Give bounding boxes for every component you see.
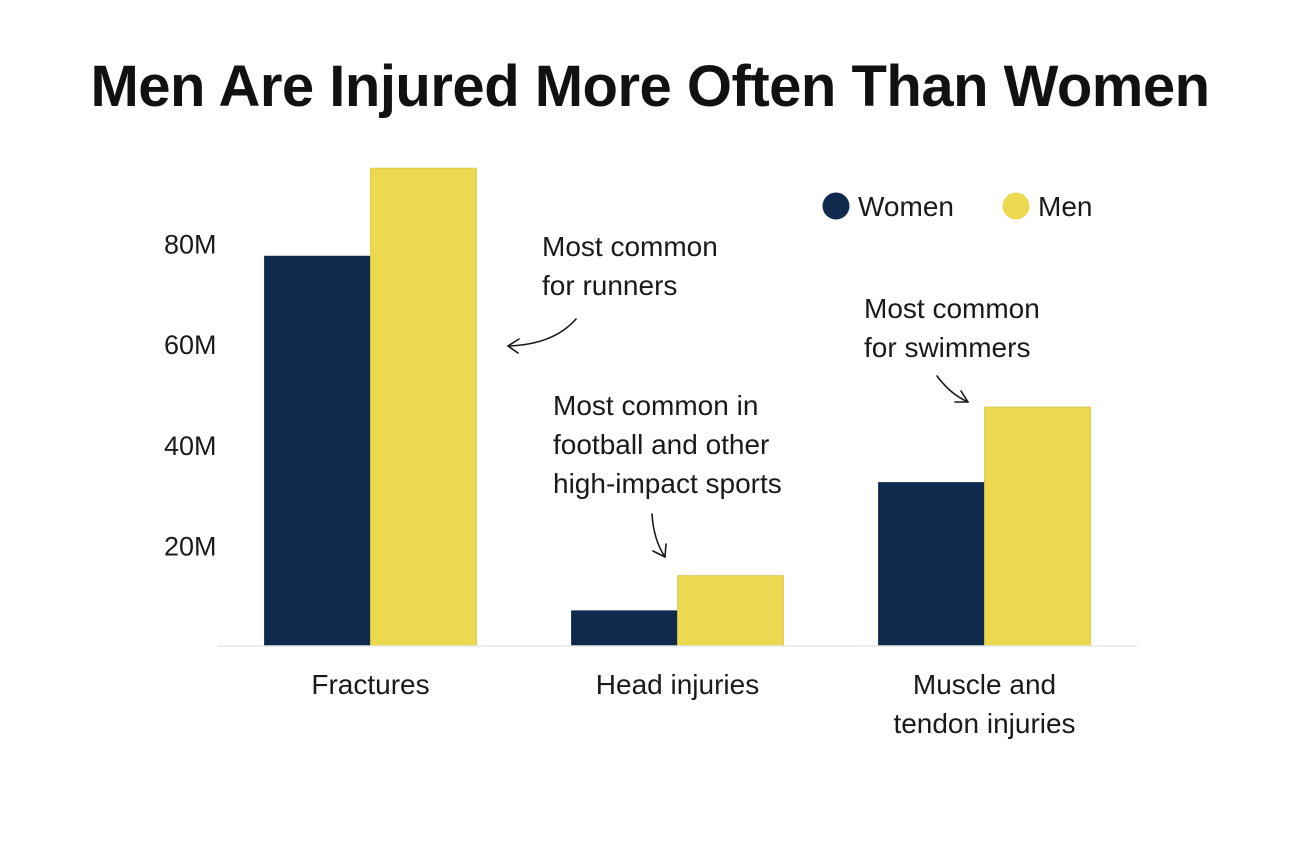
bar-women-2 [571,610,678,647]
bars-group [264,167,1091,647]
y-axis-ticks: 20M 40M 60M 80M [164,230,217,562]
bar-women-1 [264,255,371,647]
bar-men-1 [370,167,477,647]
x-category-label: Muscle and [913,669,1056,700]
y-tick-label: 40M [164,431,217,461]
annotation-text: for swimmers [864,332,1030,363]
y-tick-label: 60M [164,330,217,360]
y-tick-label: 20M [164,531,217,561]
annotation-text: Most common in [553,390,758,421]
bar-women-3 [878,482,985,647]
legend-label: Men [1038,191,1092,222]
chart-title: Men Are Injured More Often Than Women [90,54,1210,119]
annotation-arrow-icon [652,543,667,558]
annotation-arrow-icon [507,338,520,354]
x-category-label: tendon injuries [893,708,1075,739]
legend-swatch-women [822,192,850,220]
annotation-arrow-icon [954,390,969,403]
y-tick-label: 80M [164,230,217,260]
bar-men-3 [984,406,1091,647]
annotation-text: high-impact sports [553,468,782,499]
x-category-label: Head injuries [596,669,759,700]
annotation-arrow-icon [507,318,577,347]
annotation-text: for runners [542,270,677,301]
annotation-text: Most common [542,231,718,262]
annotation-arrow-icon [651,513,666,558]
annotations: Most common for runners Most common in foot… [542,231,1040,499]
annotation-arrow-icon [936,375,969,403]
annotation-text: football and other [553,429,769,460]
annotation-text: Most common [864,293,1040,324]
legend-swatch-men [1002,192,1030,220]
x-axis-categories: Fractures Head injuries Muscle and tendon i… [311,669,1075,739]
bar-men-2 [677,575,784,647]
legend-label: Women [858,191,954,222]
x-category-label: Fractures [311,669,429,700]
legend: Women Men [822,191,1092,222]
annotation-arrows [507,318,969,558]
